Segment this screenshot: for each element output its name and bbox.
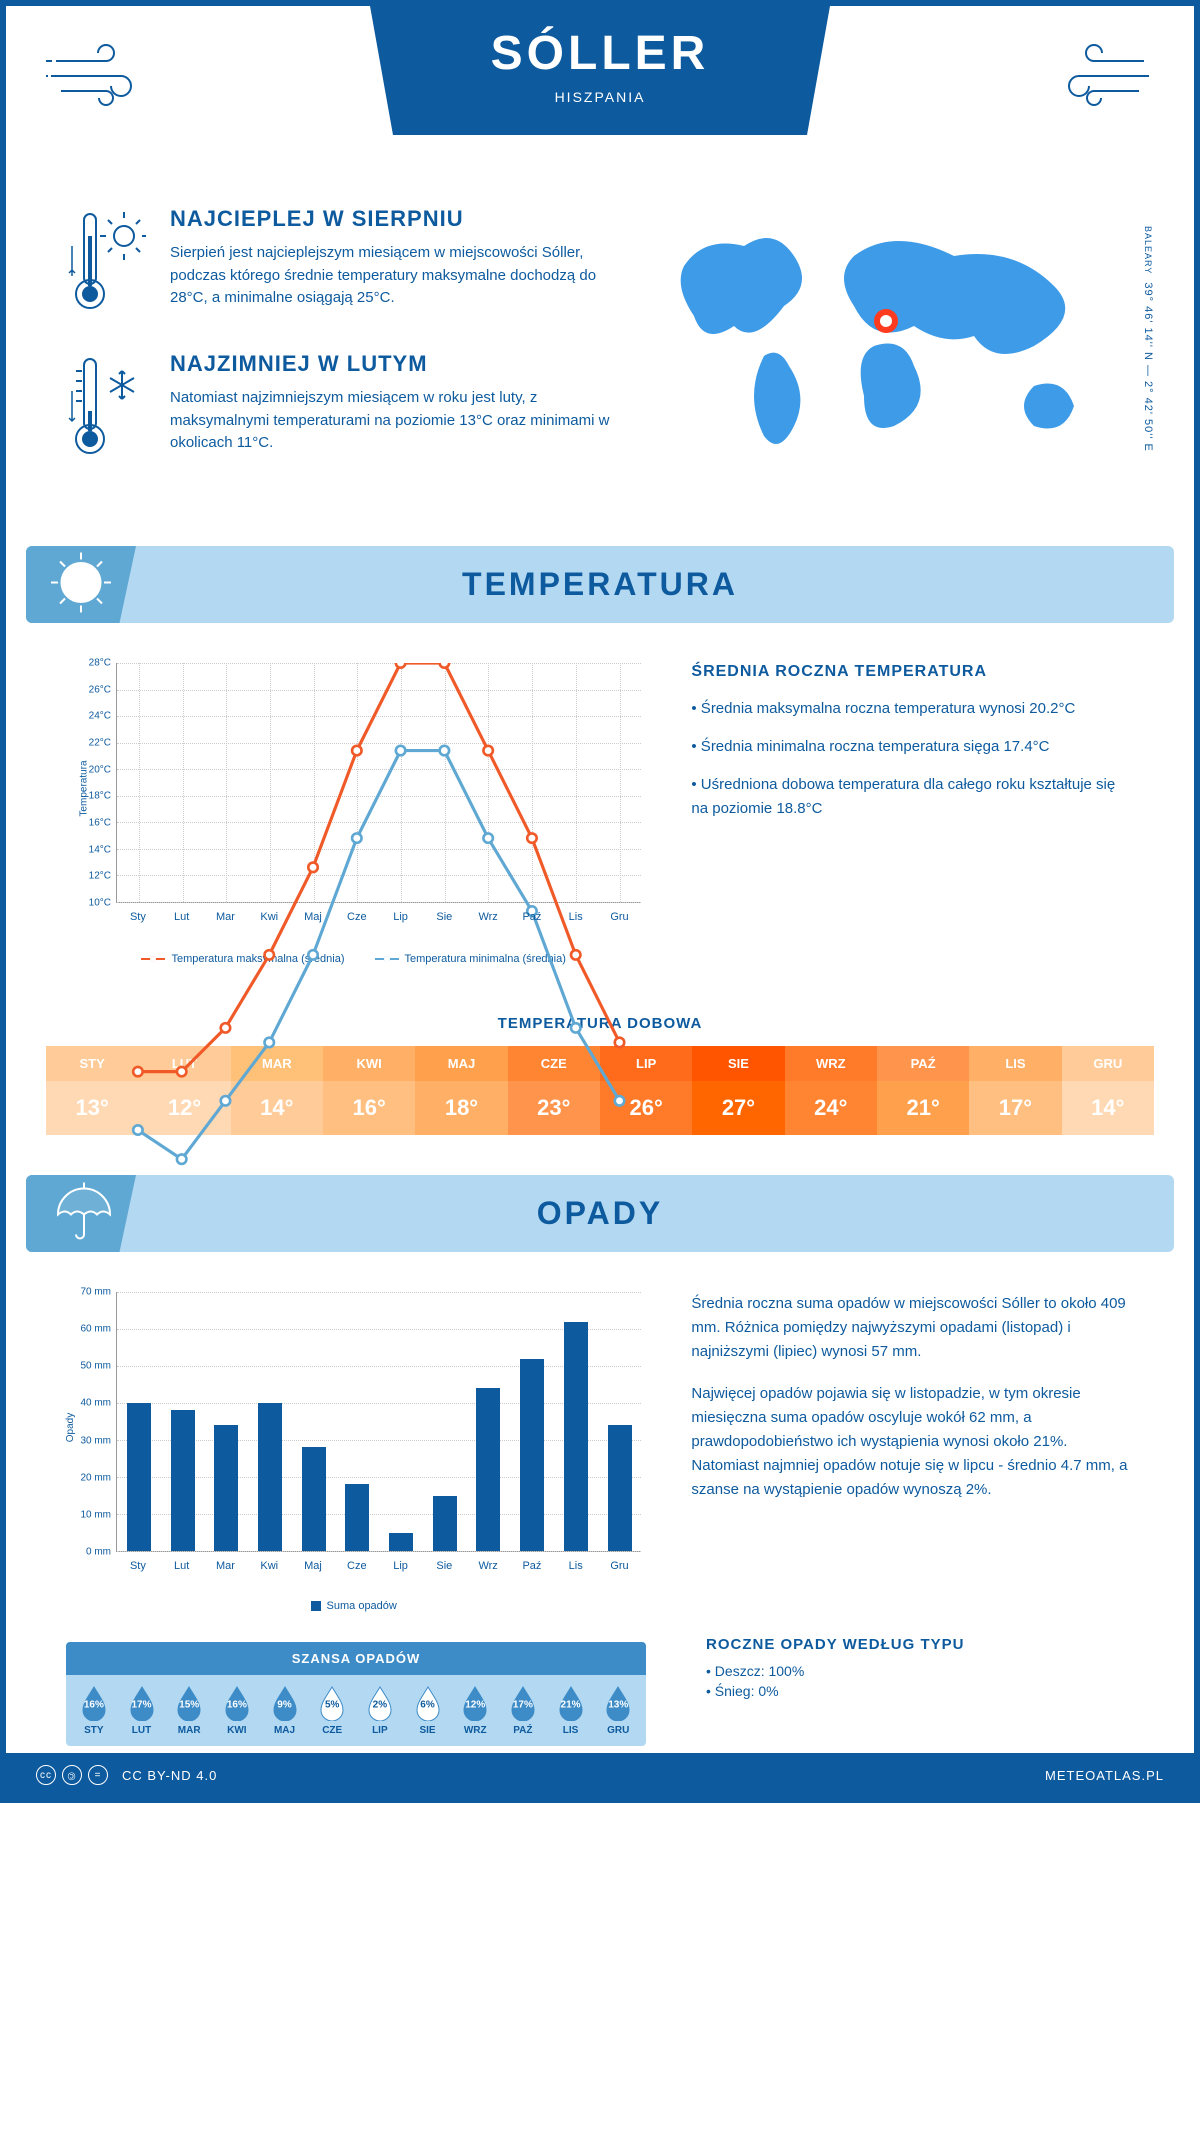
daily-month: SIE [692, 1046, 784, 1081]
daily-month: GRU [1062, 1046, 1154, 1081]
chance-cell: 21%LIS [547, 1685, 595, 1736]
precip-bar [302, 1447, 326, 1551]
wind-icon [46, 36, 166, 121]
precip-bar [389, 1533, 413, 1552]
info-bullet: • Średnia minimalna roczna temperatura s… [691, 735, 1134, 759]
hot-text: Sierpień jest najcieplejszym miesiącem w… [170, 242, 614, 310]
precip-bar [214, 1425, 238, 1551]
city-title: SÓLLER [370, 26, 830, 81]
hottest-fact: NAJCIEPLEJ W SIERPNIU Sierpień jest najc… [66, 206, 614, 321]
cold-text: Natomiast najzimniejszym miesiącem w rok… [170, 387, 614, 455]
intro-section: NAJCIEPLEJ W SIERPNIU Sierpień jest najc… [6, 186, 1194, 536]
precip-bar [345, 1484, 369, 1551]
temperature-section-header: TEMPERATURA [26, 546, 1174, 623]
precipitation-chance-table: SZANSA OPADÓW 16%STY17%LUT15%MAR16%KWI9%… [66, 1642, 646, 1746]
umbrella-icon [46, 1176, 116, 1251]
precip-bar [127, 1403, 151, 1551]
precipitation-info: Średnia roczna suma opadów w miejscowośc… [691, 1292, 1134, 1612]
precip-bar [608, 1425, 632, 1551]
precipitation-bar-chart: Opady 0 mm10 mm20 mm30 mm40 mm50 mm60 mm… [66, 1292, 641, 1612]
temperature-info: ŚREDNIA ROCZNA TEMPERATURA • Średnia mak… [691, 663, 1134, 965]
thermometer-hot-icon [66, 206, 146, 321]
coldest-fact: NAJZIMNIEJ W LUTYM Natomiast najzimniejs… [66, 351, 614, 466]
daily-value: 14° [1062, 1081, 1154, 1135]
precip-bar [258, 1403, 282, 1551]
precip-bar [564, 1322, 588, 1551]
license-badge: cc🄯= CC BY-ND 4.0 [36, 1765, 217, 1785]
precipitation-by-type: ROCZNE OPADY WEDŁUG TYPU • Deszcz: 100%•… [646, 1636, 1194, 1733]
precip-bar [433, 1496, 457, 1552]
daily-value: 24° [785, 1081, 877, 1135]
wind-icon [1034, 36, 1154, 121]
chance-cell: 9%MAJ [261, 1685, 309, 1736]
info-bullet: • Średnia maksymalna roczna temperatura … [691, 697, 1134, 721]
cold-title: NAJZIMNIEJ W LUTYM [170, 351, 614, 377]
chance-cell: 5%CZE [308, 1685, 356, 1736]
coordinates: BALEARY 39° 46' 14'' N — 2° 42' 50'' E [1142, 226, 1154, 452]
world-map: BALEARY 39° 46' 14'' N — 2° 42' 50'' E [654, 206, 1134, 496]
temperature-line-chart: Temperatura 10°C12°C14°C16°C18°C20°C22°C… [66, 663, 641, 965]
info-bullet: • Uśredniona dobowa temperatura dla całe… [691, 773, 1134, 821]
precipitation-section-header: OPADY [26, 1175, 1174, 1252]
hot-title: NAJCIEPLEJ W SIERPNIU [170, 206, 614, 232]
daily-value: 21° [877, 1081, 969, 1135]
chance-cell: 12%WRZ [451, 1685, 499, 1736]
daily-month: PAŹ [877, 1046, 969, 1081]
sun-icon [46, 547, 116, 622]
daily-value: 17° [969, 1081, 1061, 1135]
daily-month: WRZ [785, 1046, 877, 1081]
type-bullet: • Deszcz: 100% [706, 1663, 1134, 1679]
site-name: METEOATLAS.PL [1045, 1768, 1164, 1783]
chance-cell: 15%MAR [165, 1685, 213, 1736]
type-bullet: • Śnieg: 0% [706, 1683, 1134, 1699]
chance-cell: 13%GRU [594, 1685, 642, 1736]
header: SÓLLER HISZPANIA [6, 6, 1194, 186]
title-banner: SÓLLER HISZPANIA [370, 6, 830, 135]
precip-bar [171, 1410, 195, 1551]
daily-month: LIS [969, 1046, 1061, 1081]
precip-bar [520, 1359, 544, 1551]
precip-bar [476, 1388, 500, 1551]
country-subtitle: HISZPANIA [370, 89, 830, 105]
chance-cell: 2%LIP [356, 1685, 404, 1736]
chance-cell: 16%STY [70, 1685, 118, 1736]
chance-cell: 16%KWI [213, 1685, 261, 1736]
daily-value: 27° [692, 1081, 784, 1135]
chance-cell: 6%SIE [404, 1685, 452, 1736]
thermometer-cold-icon [66, 351, 146, 466]
chance-cell: 17%PAŹ [499, 1685, 547, 1736]
footer: cc🄯= CC BY-ND 4.0 METEOATLAS.PL [6, 1753, 1194, 1797]
chance-cell: 17%LUT [118, 1685, 166, 1736]
